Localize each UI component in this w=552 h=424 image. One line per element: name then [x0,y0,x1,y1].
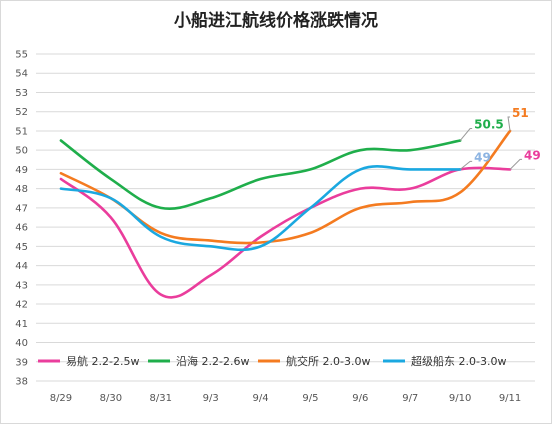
end-label-leader [459,128,473,141]
series-lines [59,129,512,299]
series-line [59,129,512,245]
x-tick-label: 8/30 [100,393,122,404]
y-tick-label: 48 [15,184,28,195]
end-label: 51 [512,106,529,120]
legend: 易航 2.2-2.5w 沿海 2.2-2.6w 航交所 2.0-3.0w 超级船东 2… [38,354,506,368]
x-tick-label: 8/31 [150,393,172,404]
chart-title: 小船进江航线价格涨跌情况 [174,10,378,31]
x-tick-label: 8/29 [50,393,72,404]
y-tick-label: 53 [15,88,28,99]
y-tick-label: 47 [15,203,28,214]
end-label-leader [509,158,523,170]
x-tick-label: 9/11 [499,393,521,404]
x-tick-label: 9/4 [253,393,269,404]
y-tick-label: 38 [15,377,28,388]
y-tick-label: 46 [15,223,28,234]
y-tick-label: 41 [15,319,28,330]
y-tick-label: 51 [15,126,28,137]
y-tick-label: 50 [15,146,28,157]
x-tick-label: 9/6 [352,393,368,404]
y-tick-label: 42 [15,300,28,311]
x-tick-label: 9/5 [302,393,318,404]
legend-label: 超级船东 2.0-3.0w [411,354,506,368]
end-labels: 49 50.5 51 49 [459,106,541,170]
y-tick-label: 52 [15,107,28,118]
y-tick-label: 55 [15,50,28,61]
end-label: 50.5 [474,118,504,132]
series-line [59,166,512,299]
y-tick-label: 54 [15,69,28,80]
series-line [59,139,462,210]
y-tick-label: 40 [15,338,28,349]
y-tick-label: 44 [15,261,28,272]
legend-label: 航交所 2.0-3.0w [286,354,370,368]
legend-label: 易航 2.2-2.5w [66,354,139,368]
x-axis-ticks: 8/29 8/30 8/31 9/3 9/4 9/5 9/6 9/7 9/10 9/11 [50,393,522,404]
x-tick-label: 9/3 [203,393,219,404]
y-tick-label: 49 [15,165,28,176]
x-tick-label: 9/10 [449,393,471,404]
end-label-leader [507,116,511,132]
y-axis-ticks: 38 39 40 41 42 43 44 45 46 47 48 49 50 51 52 53 54 55 [15,50,28,388]
legend-label: 沿海 2.2-2.6w [176,354,249,368]
y-tick-label: 39 [15,357,28,368]
end-label: 49 [474,150,491,164]
x-tick-label: 9/7 [402,393,418,404]
y-tick-label: 43 [15,280,28,291]
series-line [59,165,462,252]
end-label: 49 [524,148,541,162]
end-label-leader [459,160,473,170]
y-tick-label: 45 [15,242,28,253]
